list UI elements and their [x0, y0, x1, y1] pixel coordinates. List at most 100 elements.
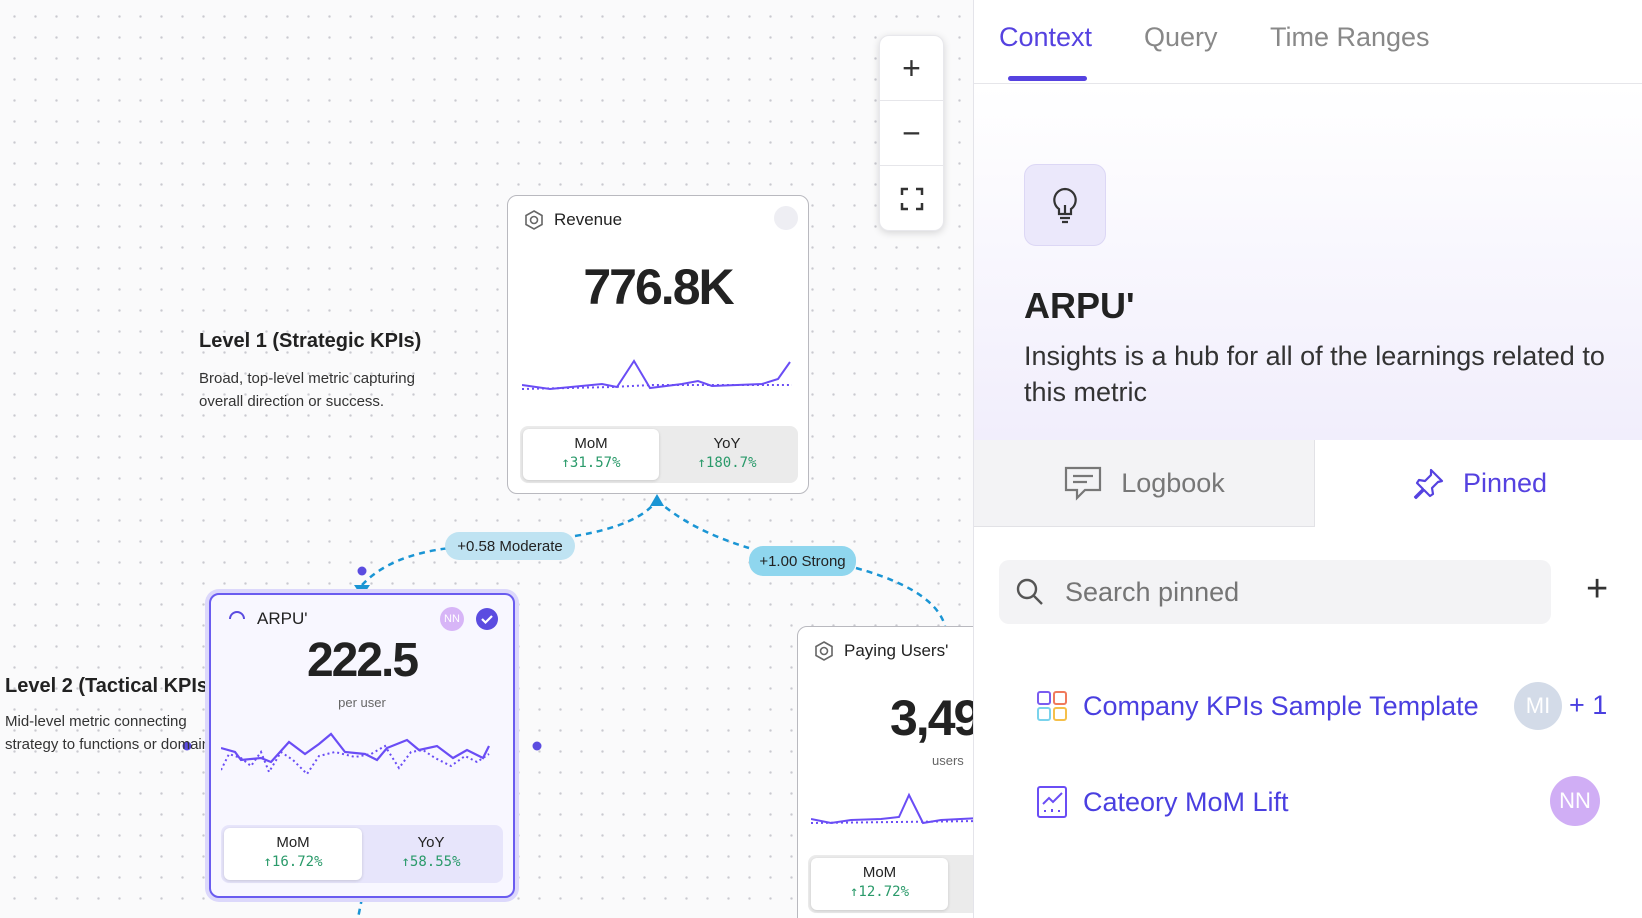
add-pinned-button[interactable]: + [1586, 568, 1609, 610]
arrow-head-revenue [650, 494, 664, 506]
arrow-head-arpu [354, 585, 370, 597]
search-input[interactable] [1065, 576, 1505, 608]
sparkline-previous [221, 744, 490, 776]
comment-icon [1065, 466, 1102, 501]
mom-value: ↑12.72% [849, 884, 909, 900]
subtab-logbook[interactable]: Logbook [974, 440, 1315, 527]
pinned-item[interactable]: Cateory MoM Lift NN [974, 776, 1642, 828]
level-1-label: Level 1 (Strategic KPIs) Broad, top-leve… [199, 330, 421, 413]
arrow-up-icon: ↑ [849, 884, 859, 900]
level-1-title: Level 1 (Strategic KPIs) [199, 330, 422, 352]
metric-title: ARPU' [1024, 285, 1135, 326]
level-2-desc-line: Mid-level metric connecting [5, 713, 187, 730]
edge-paying-revenue [656, 499, 947, 627]
edges-layer [182, 494, 947, 918]
card-title: Revenue [554, 210, 623, 229]
mom-label: MoM [862, 864, 897, 881]
metric-value: 776.8K [583, 259, 734, 315]
tab-context[interactable]: Context [999, 22, 1093, 52]
pin-icon [1413, 468, 1444, 499]
active-tab-indicator [1008, 76, 1087, 81]
zoom-in-button[interactable]: + [880, 36, 943, 101]
metric-hero: ARPU' Insights is a hub for all of the l… [974, 85, 1642, 440]
arrow-up-icon: ↑ [561, 455, 570, 471]
card-header: Revenue [524, 210, 622, 230]
dashboard-grid-icon [1037, 691, 1067, 721]
metric-unit: per user [338, 695, 386, 710]
sparkline-revenue [522, 359, 792, 391]
handle-dot [182, 741, 192, 751]
verified-badge-icon [476, 608, 498, 630]
handle-dot [357, 566, 367, 576]
level-1-desc-line: overall direction or success. [199, 393, 385, 410]
yoy-value: ↑58.55% [401, 854, 461, 870]
fullscreen-icon [900, 187, 923, 210]
sparkline-current [221, 732, 490, 764]
mom-value: ↑31.57% [561, 455, 621, 471]
yoy-value: ↑180.7% [697, 455, 757, 471]
zoom-controls: + − [879, 35, 944, 231]
chart-icon [1037, 786, 1067, 818]
arrow-up-icon: ↑ [697, 455, 706, 471]
edge-label-strong[interactable]: +1.00 Strong [749, 546, 856, 576]
owner-avatar: NN [440, 607, 464, 631]
arrow-up-icon: ↑ [263, 854, 272, 870]
period-toggle[interactable]: MoM ↑31.57% YoY ↑180.7% [520, 426, 798, 483]
metric-card-paying-users[interactable]: Paying Users' 3,49 users MoM ↑12.72% [797, 626, 973, 918]
canvas[interactable]: +0.58 Moderate +1.00 Strong Level 1 (Str… [0, 0, 973, 918]
pinned-item-title[interactable]: Cateory MoM Lift [1083, 786, 1289, 817]
mom-label: MoM [276, 834, 310, 851]
sparkline-paying-users [811, 792, 973, 825]
loading-spinner-icon [229, 611, 245, 620]
panel-tabs: Context Query Time Ranges [974, 0, 1642, 84]
level-2-label: Level 2 (Tactical KPIs) Mid-level metric… [5, 675, 218, 756]
pinned-item-title[interactable]: Company KPIs Sample Template [1083, 690, 1479, 721]
metric-value: 3,49 [890, 690, 973, 746]
edge-arpu-revenue [361, 499, 659, 586]
avatar: NN [1550, 776, 1600, 826]
extra-avatars-count: + 1 [1569, 690, 1608, 720]
edge-arpu-down [356, 897, 364, 918]
yoy-tab[interactable]: YoY ↑180.7% [659, 429, 795, 480]
mom-tab[interactable]: MoM ↑12.72% [811, 858, 948, 910]
pinned-item[interactable]: Company KPIs Sample Template MI + 1 [974, 680, 1642, 732]
handle-dot [532, 741, 542, 751]
sparkline-current [522, 359, 791, 391]
metric-unit: users [932, 753, 964, 768]
metric-card-arpu[interactable]: ARPU' NN 222.5 per user MoM ↑16.72% YoY ↑5… [209, 593, 515, 898]
level-1-desc-line: Broad, top-level metric capturing [199, 370, 415, 387]
tab-query[interactable]: Query [1144, 22, 1218, 52]
subtab-pinned[interactable]: Pinned [1315, 440, 1642, 527]
card-header: ARPU' [227, 609, 307, 629]
edge-label-moderate[interactable]: +0.58 Moderate [445, 532, 575, 560]
card-title: ARPU' [257, 609, 308, 628]
owner-avatar-icon [774, 206, 798, 230]
period-toggle[interactable]: MoM ↑16.72% YoY ↑58.55% [221, 825, 503, 883]
yoy-label: YoY [713, 435, 741, 452]
card-header: Paying Users' [814, 641, 948, 661]
metric-description: Insights is a hub for all of the learnin… [1024, 341, 1605, 407]
search-pinned-field[interactable] [999, 560, 1551, 624]
yoy-tab[interactable]: YoY ↑58.55% [362, 828, 500, 880]
sparkline-previous [811, 820, 973, 824]
sparkline-arpu [221, 732, 490, 776]
subtab-label: Logbook [1121, 467, 1225, 498]
tab-time-ranges[interactable]: Time Ranges [1270, 22, 1430, 52]
sparkline-previous [522, 384, 792, 390]
card-title: Paying Users' [844, 641, 949, 660]
metric-card-revenue[interactable]: Revenue 776.8K MoM ↑31.57% YoY ↑180.7% [507, 195, 809, 494]
fit-view-button[interactable] [880, 166, 943, 231]
metric-hexagon-icon [525, 210, 543, 230]
lightbulb-icon [1024, 164, 1106, 246]
mom-tab[interactable]: MoM ↑16.72% [224, 828, 362, 880]
mom-label: MoM [574, 435, 608, 452]
level-2-desc-line: strategy to functions or domains [5, 736, 218, 753]
mom-value: ↑16.72% [263, 854, 323, 870]
metric-hexagon-icon [815, 641, 833, 661]
side-panel: Context Query Time Ranges ARPU' Insights… [973, 0, 1642, 918]
mom-tab[interactable]: MoM ↑31.57% [523, 429, 659, 480]
yoy-label: YoY [417, 834, 445, 851]
period-toggle[interactable]: MoM ↑12.72% [808, 855, 973, 913]
zoom-out-button[interactable]: − [880, 101, 943, 166]
subtab-label: Pinned [1462, 468, 1548, 498]
